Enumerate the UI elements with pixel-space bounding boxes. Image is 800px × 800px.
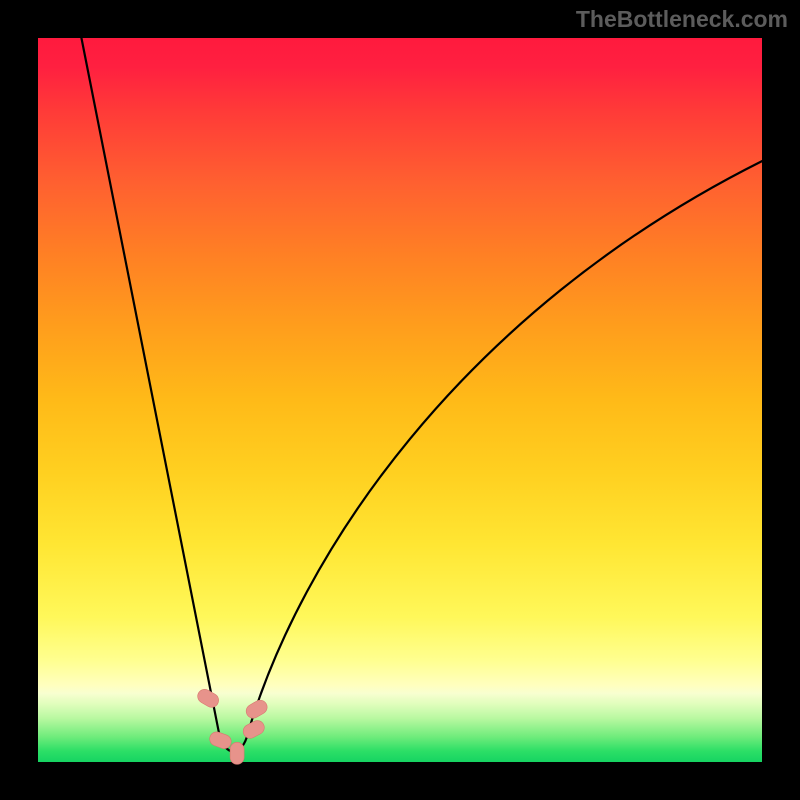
chart-frame: TheBottleneck.com (0, 0, 800, 800)
watermark-text: TheBottleneck.com (576, 6, 788, 33)
gradient-plot-area (38, 38, 762, 762)
